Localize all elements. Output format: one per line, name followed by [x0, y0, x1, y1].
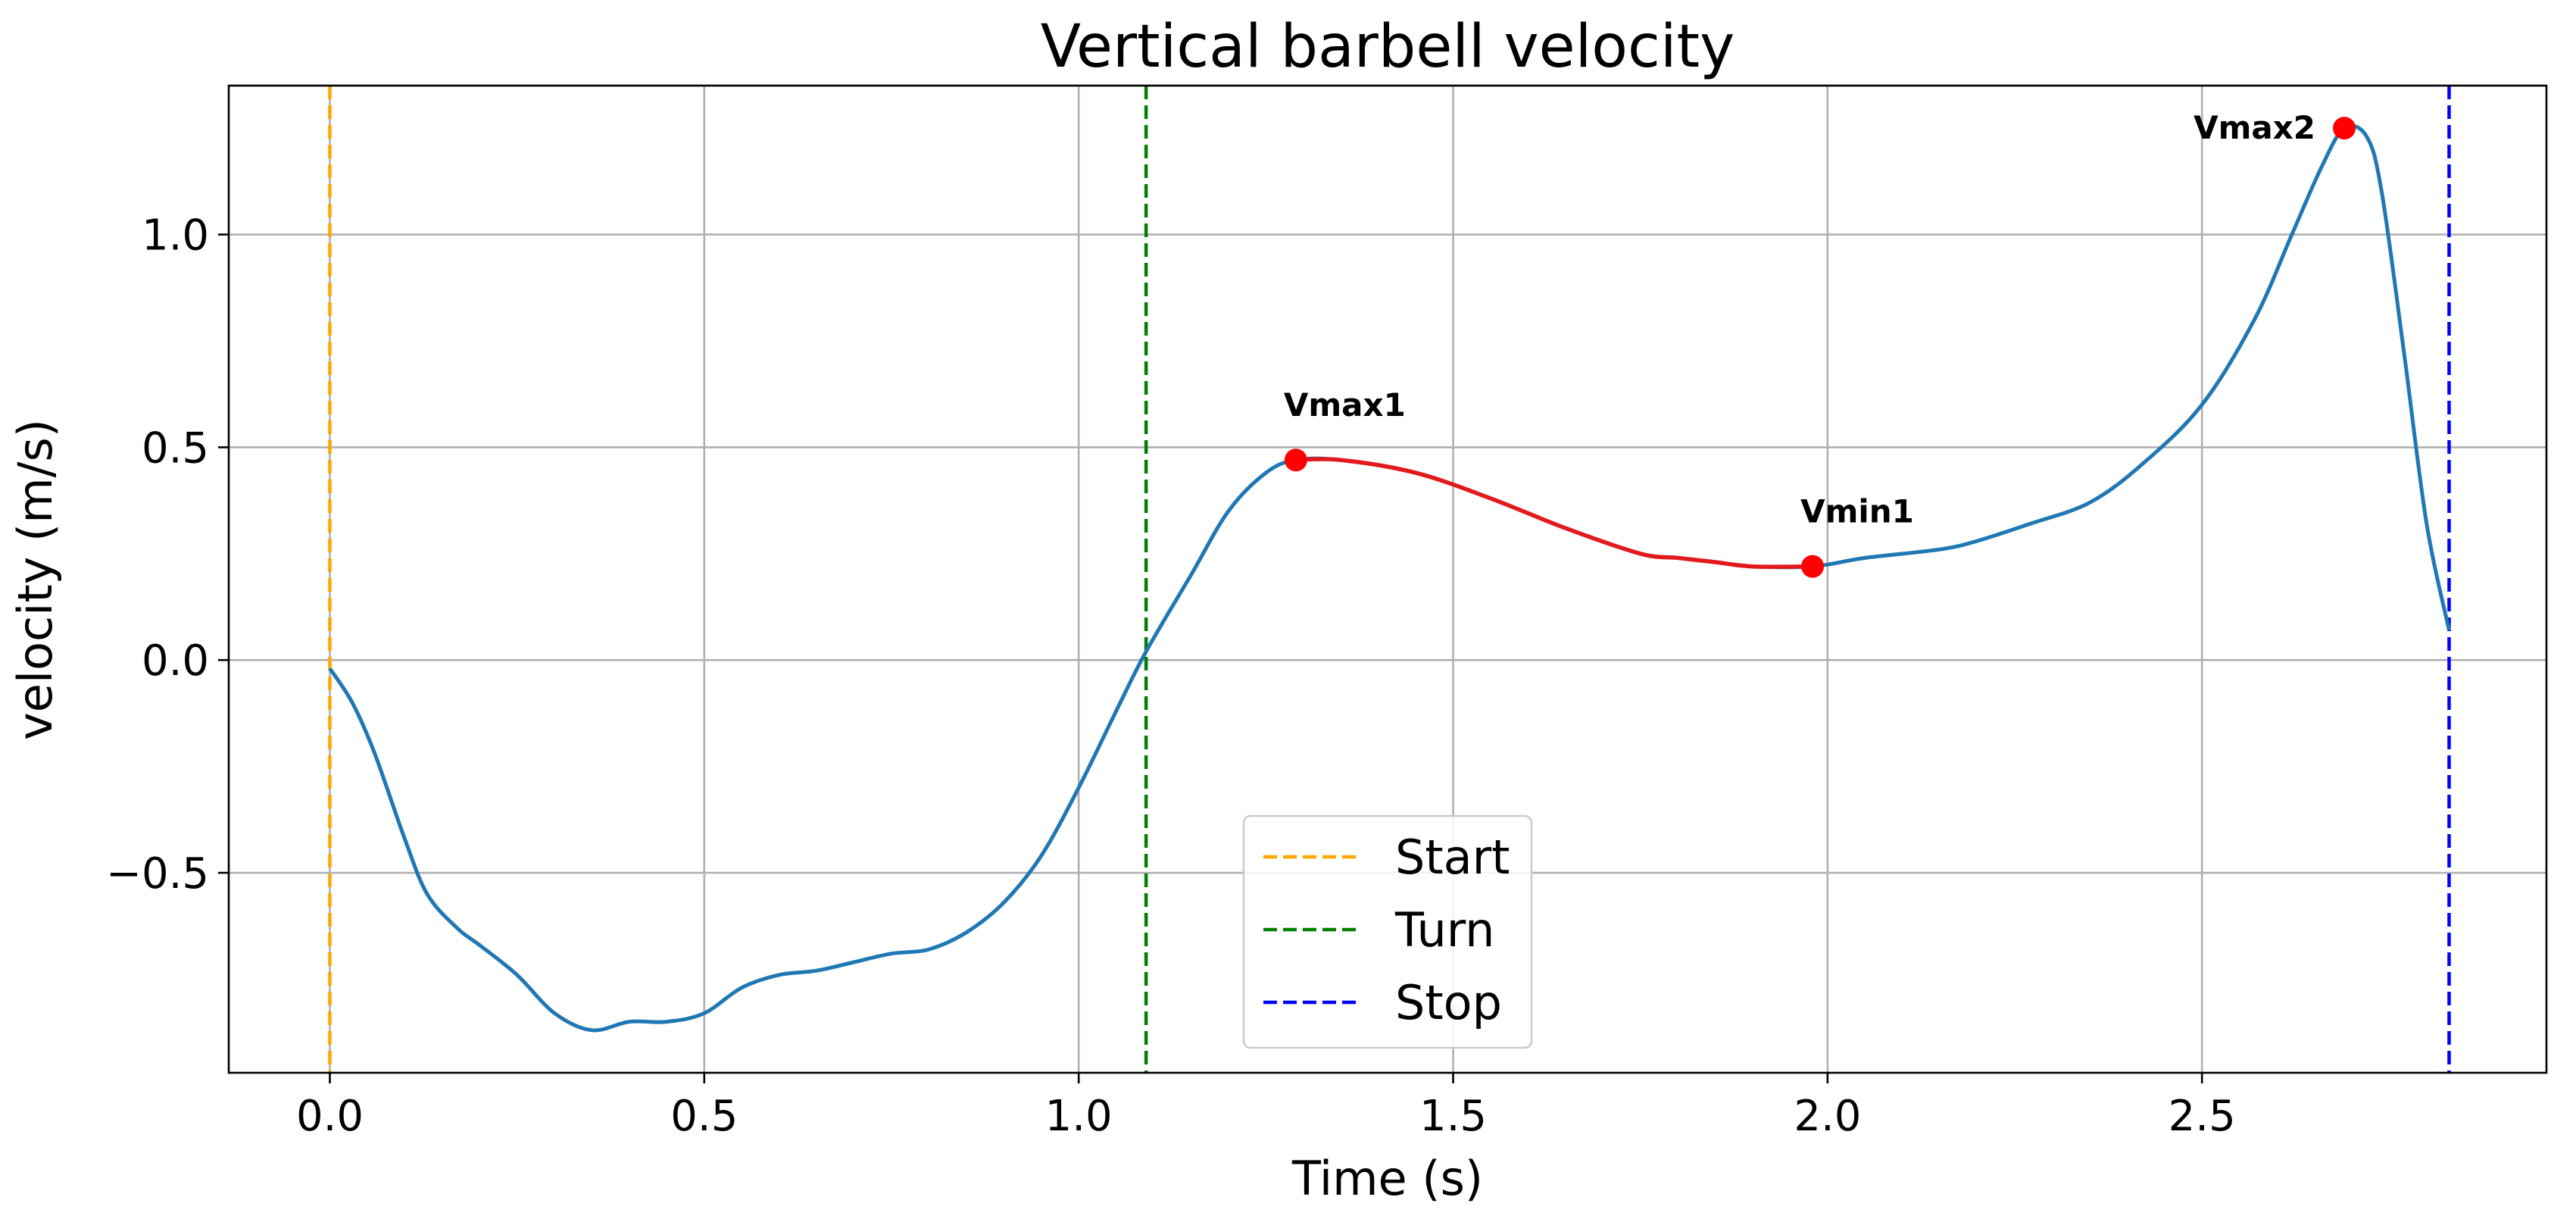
axis-ticks: 0.0 0.5 1.0 1.5 2.0 2.5 −0.5 0.0 0.5 1.0 [106, 211, 2236, 1141]
legend-box [1242, 814, 1533, 1049]
legend-start-label: Start [1395, 830, 1510, 885]
x-tick-label: 1.5 [1419, 1092, 1487, 1141]
peak-markers: Vmax1 Vmin1 Vmax2 [1284, 109, 2356, 578]
vmax2-marker [2333, 117, 2356, 140]
vmin1-annotation: Vmin1 [1800, 493, 1914, 530]
event-lines [328, 86, 2451, 1073]
y-tick-label: 1.0 [142, 211, 209, 261]
legend-turn-label: Turn [1394, 902, 1494, 958]
vmax2-annotation: Vmax2 [2194, 109, 2315, 146]
x-tick-label: 0.0 [296, 1092, 364, 1141]
vmin1-marker [1801, 555, 1825, 578]
y-tick-label: 0.0 [142, 636, 209, 686]
vmax1-marker [1284, 449, 1307, 472]
x-tick-label: 2.5 [2169, 1092, 2236, 1141]
x-axis-label: Time (s) [1291, 1151, 1483, 1206]
chart-title: Vertical barbell velocity [1041, 13, 1735, 81]
x-tick-label: 1.0 [1045, 1092, 1113, 1141]
vmax1-annotation: Vmax1 [1284, 386, 1406, 424]
highlight-segment-line [1295, 457, 1813, 569]
x-tick-label: 2.0 [1794, 1092, 1861, 1141]
y-axis-label: velocity (m/s) [8, 419, 63, 740]
legend: Start Turn Stop [1242, 814, 1533, 1049]
y-tick-label: 0.5 [142, 424, 209, 473]
y-tick-label: −0.5 [106, 849, 209, 899]
plot-frame [227, 84, 2548, 1074]
x-tick-label: 0.5 [670, 1092, 738, 1141]
legend-stop-label: Stop [1395, 975, 1502, 1030]
